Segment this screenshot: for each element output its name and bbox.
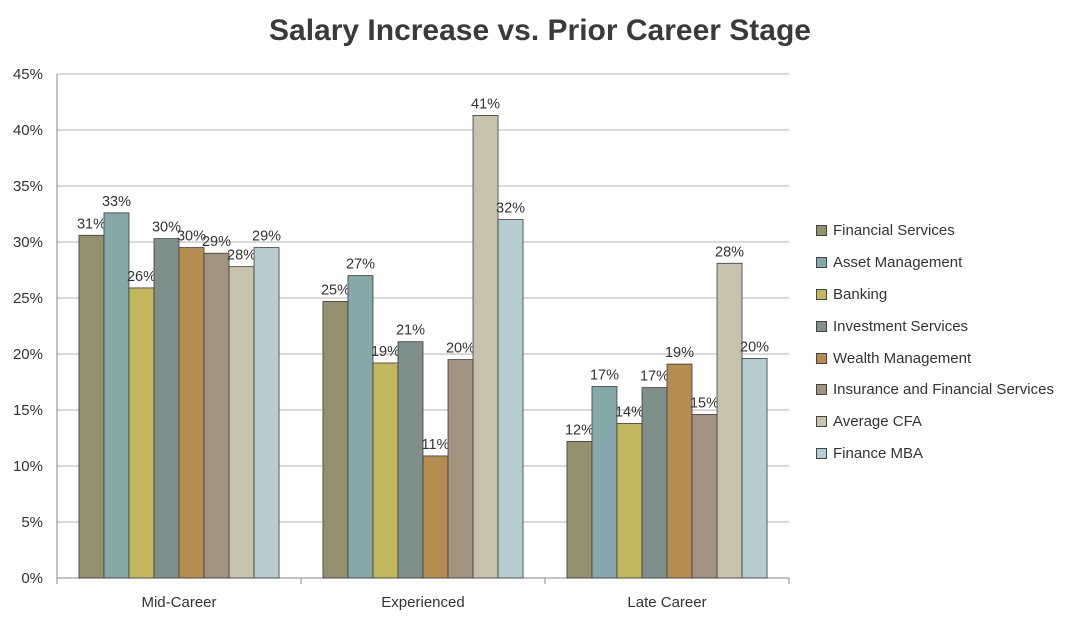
- bar: [178, 247, 205, 579]
- bar: [322, 300, 349, 579]
- y-tick-label: 25%: [13, 290, 43, 307]
- data-label: 29%: [252, 229, 281, 245]
- bar: [691, 414, 718, 579]
- legend-item: Average CFA: [816, 406, 1054, 438]
- legend-swatch: [816, 257, 827, 269]
- legend-item: Banking: [816, 279, 1054, 311]
- data-label: 31%: [77, 216, 106, 232]
- legend-label: Wealth Management: [833, 349, 972, 367]
- bar: [447, 359, 474, 579]
- y-tick-label: 10%: [13, 458, 43, 475]
- bar: [591, 386, 618, 579]
- data-label: 41%: [471, 96, 500, 112]
- bar: [641, 387, 668, 579]
- data-label: 17%: [640, 369, 669, 385]
- legend-swatch: [816, 320, 827, 332]
- bar: [741, 358, 768, 579]
- bar: [716, 262, 743, 579]
- legend-swatch: [816, 225, 827, 237]
- data-label: 20%: [740, 339, 769, 355]
- legend-swatch: [816, 352, 827, 364]
- bar: [422, 455, 449, 579]
- legend-label: Investment Services: [833, 317, 969, 335]
- legend-item: Asset Management: [816, 247, 1054, 279]
- data-label: 29%: [202, 234, 231, 250]
- y-tick-label: 20%: [13, 346, 43, 363]
- legend-item: Wealth Management: [816, 342, 1054, 374]
- bar: [566, 440, 593, 579]
- data-label: 28%: [715, 244, 744, 260]
- bar: [78, 234, 105, 579]
- chart-title-text: Salary Increase vs. Prior Career Stage: [269, 14, 811, 47]
- bar: [253, 247, 280, 579]
- legend-label: Finance MBA: [833, 444, 924, 462]
- y-tick-label: 30%: [13, 234, 43, 251]
- legend-label: Banking: [833, 285, 888, 303]
- data-label: 30%: [152, 220, 181, 236]
- y-tick-label: 35%: [13, 178, 43, 195]
- data-label: 14%: [615, 404, 644, 420]
- bar: [128, 287, 155, 579]
- bar: [203, 252, 230, 579]
- bar: [372, 362, 399, 579]
- legend-swatch: [816, 288, 827, 300]
- y-tick-label: 5%: [21, 514, 43, 531]
- bar: [153, 238, 180, 579]
- chart-title: Salary Increase vs. Prior Career Stage: [0, 14, 1080, 48]
- data-label: 12%: [565, 422, 594, 438]
- x-category-label: Mid-Career: [141, 594, 216, 611]
- bar: [397, 341, 424, 579]
- y-tick-label: 0%: [21, 570, 43, 587]
- bar: [497, 219, 524, 579]
- bar: [472, 115, 499, 579]
- bar: [103, 212, 130, 579]
- data-label: 33%: [102, 194, 131, 210]
- legend-item: Insurance and Financial Services: [816, 374, 1054, 406]
- x-category-label: Late Career: [627, 594, 706, 611]
- y-tick-label: 40%: [13, 122, 43, 139]
- bar: [347, 275, 374, 579]
- data-label: 25%: [321, 282, 350, 298]
- legend-label: Financial Services: [833, 222, 955, 240]
- data-label: 32%: [496, 201, 525, 217]
- legend: Financial Services Asset Management Bankin…: [816, 215, 1054, 469]
- legend-label: Asset Management: [833, 254, 963, 272]
- bar: [616, 423, 643, 579]
- x-category-label: Experienced: [381, 594, 464, 611]
- data-label: 27%: [346, 257, 375, 273]
- bar: [228, 266, 255, 579]
- y-tick-label: 45%: [13, 66, 43, 83]
- bar: [666, 363, 693, 579]
- data-label: 15%: [690, 395, 719, 411]
- data-label: 21%: [396, 323, 425, 339]
- legend-swatch: [816, 416, 827, 428]
- data-label: 28%: [227, 248, 256, 264]
- data-label: 30%: [177, 229, 206, 245]
- legend-item: Financial Services: [816, 215, 1054, 247]
- legend-swatch: [816, 447, 827, 459]
- data-label: 17%: [590, 367, 619, 383]
- y-tick-label: 15%: [13, 402, 43, 419]
- legend-swatch: [816, 384, 827, 396]
- legend-item: Investment Services: [816, 310, 1054, 342]
- data-label: 20%: [446, 341, 475, 357]
- legend-item: Finance MBA: [816, 438, 1054, 470]
- legend-label: Insurance and Financial Services: [833, 381, 1054, 399]
- data-label: 19%: [665, 345, 694, 361]
- data-label: 19%: [371, 344, 400, 360]
- data-label: 11%: [422, 437, 450, 453]
- data-label: 26%: [127, 269, 156, 285]
- legend-label: Average CFA: [833, 413, 922, 431]
